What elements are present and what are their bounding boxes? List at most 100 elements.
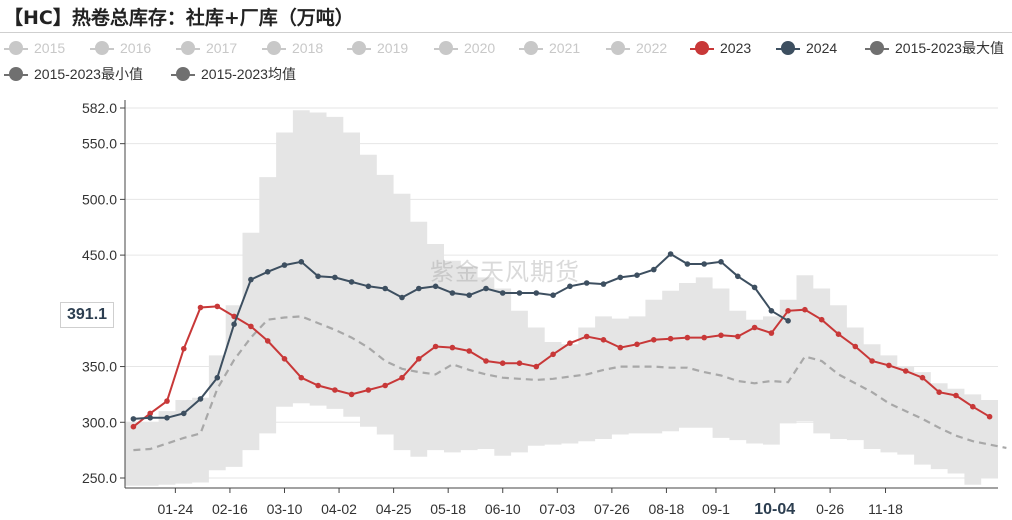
legend-item-2015-2023最大值[interactable]: 2015-2023最大值 [865, 35, 1004, 61]
x-tick-label: 04-25 [376, 501, 412, 517]
legend-item-2017[interactable]: 2017 [176, 35, 237, 61]
data-point-2023 [953, 392, 959, 399]
x-tick-label: 06-10 [485, 501, 521, 517]
data-point-2024 [382, 285, 389, 292]
legend-label: 2023 [720, 40, 752, 56]
legend-label: 2020 [464, 40, 496, 56]
x-tick-label: 07-26 [594, 501, 630, 517]
x-tick-label: 04-02 [321, 501, 357, 517]
data-point-2023 [298, 374, 305, 381]
data-point-2023 [164, 398, 170, 404]
legend-label: 2015-2023最大值 [895, 40, 1004, 56]
data-point-2023 [315, 382, 321, 389]
data-point-2023 [147, 410, 153, 417]
legend-item-2018[interactable]: 2018 [262, 35, 323, 61]
data-point-2023 [449, 344, 456, 351]
legend-label: 2015-2023最小值 [34, 66, 143, 82]
data-point-2023 [651, 337, 657, 343]
data-point-2024 [567, 283, 573, 290]
data-point-2023 [130, 423, 137, 430]
legend-symbol-icon [262, 41, 286, 55]
x-tick-label: 09-1 [702, 501, 730, 517]
legend-label: 2015-2023均值 [201, 66, 296, 82]
data-point-2023 [432, 343, 439, 350]
data-point-2023 [583, 333, 590, 340]
data-point-2023 [516, 360, 523, 367]
data-point-2024 [399, 294, 405, 301]
x-tick-label: 03-10 [267, 501, 303, 517]
legend-symbol-icon [434, 41, 458, 55]
data-point-2023 [617, 344, 624, 351]
data-point-2023 [214, 303, 221, 310]
legend-item-2016[interactable]: 2016 [90, 35, 151, 61]
legend-symbol-icon [776, 41, 800, 55]
data-point-2024 [449, 290, 456, 296]
data-point-2023 [936, 389, 942, 396]
data-point-2023 [852, 343, 859, 350]
data-point-2023 [718, 332, 724, 339]
data-point-2023 [768, 330, 775, 336]
x-tick-label: 08-18 [649, 501, 685, 517]
legend-label: 2024 [806, 40, 838, 56]
series-line-2023 [132, 305, 991, 428]
data-point-2023 [886, 362, 892, 369]
legend-symbol-icon [4, 67, 28, 81]
y-tick-label: 450.0 [82, 247, 117, 263]
data-point-2024 [651, 266, 657, 273]
data-point-2024 [181, 410, 187, 417]
legend-symbol-icon [347, 41, 371, 55]
data-point-2024 [768, 308, 775, 314]
legend-item-2022[interactable]: 2022 [606, 35, 667, 61]
title-divider [0, 32, 1012, 33]
data-point-2023 [248, 323, 254, 330]
data-point-2024 [583, 280, 590, 286]
legend-item-2021[interactable]: 2021 [519, 35, 580, 61]
data-point-2023 [466, 348, 473, 354]
data-point-2023 [902, 368, 909, 374]
data-point-2024 [533, 290, 540, 296]
data-point-2024 [231, 321, 237, 328]
data-point-2024 [365, 283, 372, 290]
data-point-2024 [348, 279, 355, 285]
data-point-2023 [818, 316, 825, 323]
axis-pointer-label: 391.1 [60, 302, 115, 328]
legend-symbol-icon [90, 41, 114, 55]
data-point-2023 [869, 358, 875, 364]
legend-item-2020[interactable]: 2020 [434, 35, 495, 61]
y-tick-label: 550.0 [82, 136, 117, 152]
legend-item-2024[interactable]: 2024 [776, 35, 837, 61]
legend-item-2015[interactable]: 2015 [4, 35, 65, 61]
data-point-2023 [634, 341, 640, 348]
legend-item-2015-2023最小值[interactable]: 2015-2023最小值 [4, 61, 143, 87]
data-point-2023 [264, 338, 271, 344]
x-tick-label: 0-26 [816, 501, 844, 517]
data-point-2024 [197, 396, 204, 402]
legend-item-2019[interactable]: 2019 [347, 35, 408, 61]
data-point-2023 [567, 340, 573, 347]
y-tick-label: 582.0 [82, 100, 117, 116]
x-tick-label: 11-18 [868, 501, 903, 517]
data-point-2024 [499, 290, 506, 296]
legend-item-2023[interactable]: 2023 [690, 35, 751, 61]
data-point-2024 [483, 285, 489, 292]
legend-label: 2021 [549, 40, 581, 56]
data-point-2024 [281, 262, 288, 268]
data-point-2024 [130, 416, 137, 422]
data-point-2024 [298, 259, 305, 265]
legend-symbol-icon [171, 67, 195, 81]
x-tick-label: 02-16 [212, 501, 248, 517]
data-point-2023 [550, 351, 556, 358]
y-tick-label: 500.0 [82, 191, 117, 207]
x-tick-label: 07-03 [539, 501, 575, 517]
data-point-2023 [785, 308, 791, 314]
x-tick-label: 05-18 [430, 501, 466, 517]
data-point-2023 [483, 358, 489, 364]
series-line-2024 [133, 252, 789, 420]
data-point-2023 [197, 304, 204, 311]
chart-title: 【HC】热卷总库存：社库+厂库（万吨） [4, 7, 354, 29]
legend-item-2015-2023均值[interactable]: 2015-2023均值 [171, 61, 296, 87]
data-point-2023 [382, 382, 389, 389]
legend-row-2: 2015-2023最小值 2015-2023均值 [4, 61, 1012, 87]
data-point-2023 [533, 363, 540, 370]
legend-symbol-icon [865, 41, 889, 55]
